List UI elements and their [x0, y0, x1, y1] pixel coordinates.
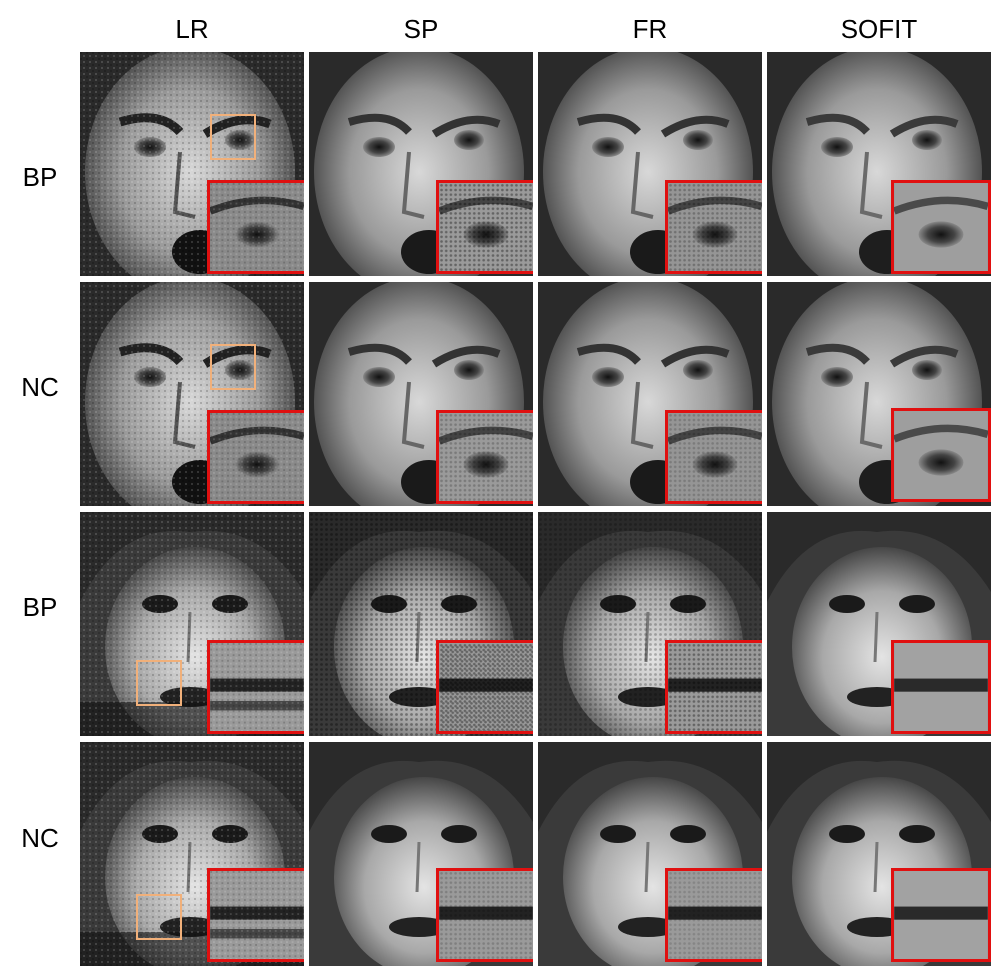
zoomed-mouth-detail [894, 643, 988, 731]
zoomed-mouth-detail [210, 643, 304, 731]
image-panel-row4-lr [80, 742, 304, 966]
zoom-inset [207, 180, 304, 274]
zoom-inset [891, 180, 991, 274]
zoom-inset [207, 640, 304, 734]
column-header-sp: SP [403, 14, 439, 44]
zoom-inset [436, 410, 533, 504]
image-panel-row4-fr [538, 742, 762, 966]
image-panel-row3-lr [80, 512, 304, 736]
zoomed-mouth-detail [894, 871, 988, 959]
column-header-sofit: SOFIT [840, 14, 918, 44]
zoom-inset [436, 640, 533, 734]
zoomed-mouth-detail [668, 871, 762, 959]
image-panel-row1-sp [309, 52, 533, 276]
zoomed-eye-detail [210, 183, 304, 271]
roi-box [136, 894, 182, 940]
zoomed-mouth-detail [439, 871, 533, 959]
zoom-inset [207, 868, 304, 962]
image-panel-row1-sofit [767, 52, 991, 276]
zoom-inset [436, 180, 533, 274]
zoom-inset [436, 868, 533, 962]
image-panel-row1-fr [538, 52, 762, 276]
face-image [80, 282, 304, 506]
zoomed-eye-detail [894, 183, 988, 271]
zoom-inset [665, 868, 762, 962]
zoomed-mouth-detail [668, 643, 762, 731]
zoomed-mouth-detail [439, 643, 533, 731]
zoom-inset [207, 410, 304, 504]
row-label-bp-1: BP [22, 162, 58, 192]
zoom-inset [665, 180, 762, 274]
zoom-inset [891, 868, 991, 962]
face-image [80, 742, 304, 966]
row-label-nc-1: NC [21, 372, 59, 402]
zoomed-eye-detail [439, 183, 533, 271]
row-label-nc-2: NC [21, 823, 59, 853]
zoomed-eye-detail [668, 183, 762, 271]
image-panel-row3-sp [309, 512, 533, 736]
zoomed-eye-detail [439, 413, 533, 501]
zoom-inset [891, 408, 991, 502]
roi-box [210, 114, 256, 160]
zoomed-eye-detail [668, 413, 762, 501]
row-label-bp-2: BP [22, 592, 58, 622]
image-panel-row2-sofit [767, 282, 991, 506]
column-header-fr: FR [632, 14, 668, 44]
roi-box [210, 344, 256, 390]
image-panel-row4-sp [309, 742, 533, 966]
image-panel-row4-sofit [767, 742, 991, 966]
column-header-lr: LR [175, 14, 209, 44]
roi-box [136, 660, 182, 706]
zoom-inset [665, 410, 762, 504]
zoomed-eye-detail [894, 411, 988, 499]
face-image [538, 282, 762, 506]
image-panel-row2-sp [309, 282, 533, 506]
face-image [309, 742, 533, 966]
zoom-inset [665, 640, 762, 734]
zoom-inset [891, 640, 991, 734]
image-panel-row1-lr [80, 52, 304, 276]
image-panel-row3-fr [538, 512, 762, 736]
face-image [767, 512, 991, 736]
image-panel-row2-fr [538, 282, 762, 506]
zoomed-eye-detail [210, 413, 304, 501]
image-panel-row3-sofit [767, 512, 991, 736]
image-panel-row2-lr [80, 282, 304, 506]
zoomed-mouth-detail [210, 871, 304, 959]
